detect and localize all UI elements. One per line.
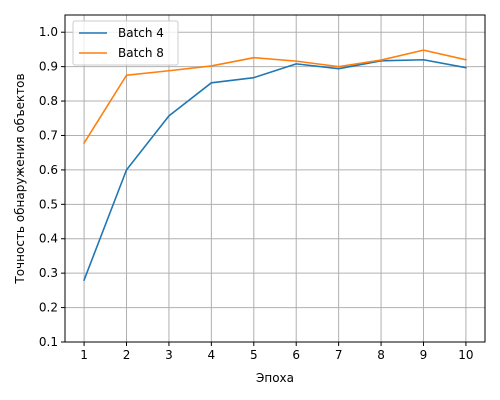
y-tick-label: 0.3 — [39, 266, 58, 280]
x-axis-ticks: 1 2 3 4 5 6 7 8 9 10 — [80, 342, 474, 362]
y-tick-label: 0.2 — [39, 301, 58, 315]
x-tick-label: 6 — [292, 348, 300, 362]
legend-label-batch-8: Batch 8 — [118, 46, 164, 60]
x-tick-label: 5 — [250, 348, 258, 362]
y-tick-label: 0.5 — [39, 197, 58, 211]
y-tick-label: 0.6 — [39, 163, 58, 177]
x-tick-label: 1 — [80, 348, 88, 362]
series-lines — [82, 49, 467, 282]
x-tick-label: 7 — [335, 348, 343, 362]
y-tick-label: 0.4 — [39, 232, 58, 246]
y-tick-label: 0.1 — [39, 335, 58, 349]
y-axis-label: Точность обнаружения объектов — [13, 73, 27, 284]
series-line-batch-8 — [82, 49, 467, 145]
x-tick-label: 4 — [208, 348, 216, 362]
y-tick-label: 0.7 — [39, 128, 58, 142]
y-tick-label: 0.8 — [39, 94, 58, 108]
legend-label-batch-4: Batch 4 — [118, 26, 164, 40]
legend: Batch 4 Batch 8 — [72, 20, 179, 66]
x-tick-label: 9 — [420, 348, 428, 362]
x-tick-label: 3 — [165, 348, 173, 362]
x-axis-label: Эпоха — [256, 371, 294, 385]
plot-frame — [64, 14, 486, 343]
legend-box — [72, 20, 179, 66]
x-tick-label: 10 — [458, 348, 473, 362]
y-tick-label: 0.9 — [39, 60, 58, 74]
y-axis-ticks: 0.1 0.2 0.3 0.4 0.5 0.6 0.7 0.8 0.9 1.0 — [39, 25, 65, 349]
x-tick-label: 2 — [123, 348, 131, 362]
y-tick-label: 1.0 — [39, 25, 58, 39]
x-tick-label: 8 — [377, 348, 385, 362]
series-line-batch-4 — [83, 58, 467, 282]
